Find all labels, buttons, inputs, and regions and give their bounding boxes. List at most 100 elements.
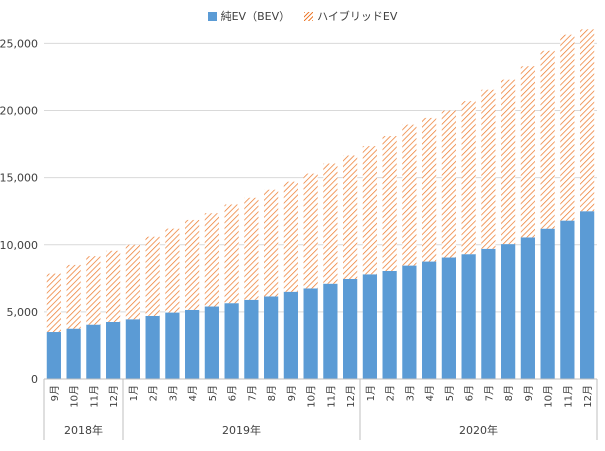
x-tick-label: 1月 — [128, 385, 140, 401]
x-tick-label: 6月 — [227, 385, 239, 401]
bar-hybrid — [540, 50, 555, 229]
bar-bev — [185, 309, 200, 379]
bar-hybrid — [46, 273, 61, 333]
x-tick-label: 10月 — [543, 385, 555, 408]
x-tick-label: 9月 — [49, 385, 61, 401]
bar-bev — [402, 265, 417, 379]
legend-swatch-bev — [207, 11, 217, 21]
bar-hybrid — [106, 250, 121, 322]
bar-hybrid — [560, 34, 575, 221]
y-tick-label: 20,000 — [0, 105, 38, 118]
bar-bev — [283, 291, 298, 379]
bar-bev — [145, 315, 160, 379]
bar-bev — [125, 319, 140, 379]
bar-hybrid — [204, 213, 219, 307]
bar-hybrid — [165, 228, 180, 313]
bar-bev — [106, 321, 121, 379]
x-tick-label: 5月 — [207, 385, 219, 401]
y-tick-label: 25,000 — [0, 37, 38, 50]
bar-hybrid — [441, 110, 456, 258]
legend-item-bev: 純EV（BEV） — [207, 8, 291, 24]
bar-hybrid — [580, 29, 595, 212]
bar-bev — [422, 261, 437, 379]
x-tick-label: 3月 — [404, 385, 416, 401]
bar-bev — [244, 299, 259, 379]
bar-bev — [224, 303, 239, 379]
bar-hybrid — [244, 197, 259, 300]
y-axis-ticks: 0 5,000 10,000 15,000 20,000 25,000 — [0, 37, 38, 386]
bar-bev — [520, 237, 535, 379]
bar-bev — [382, 270, 397, 379]
x-tick-label: 11月 — [325, 385, 337, 408]
y-tick-label: 10,000 — [0, 239, 38, 252]
bar-hybrid — [125, 244, 140, 320]
bar-hybrid — [283, 181, 298, 292]
bar-bev — [441, 257, 456, 379]
legend-label-bev: 純EV（BEV） — [220, 10, 291, 23]
x-tick-label: 9月 — [286, 385, 298, 401]
bar-hybrid — [461, 101, 476, 255]
bar-hybrid — [66, 264, 81, 329]
bar-hybrid — [343, 155, 358, 279]
x-tick-label: 12月 — [345, 385, 357, 408]
year-group-label: 2018年 — [64, 423, 103, 437]
bar-hybrid — [520, 66, 535, 238]
bar-bev — [66, 328, 81, 379]
bar-bev — [264, 296, 279, 379]
bar-hybrid — [422, 117, 437, 262]
bar-bev — [46, 332, 61, 379]
bar-hybrid — [481, 89, 496, 249]
x-tick-label: 1月 — [365, 385, 377, 401]
bar-bev — [204, 306, 219, 379]
x-tick-label: 12月 — [108, 385, 120, 408]
bar-hybrid — [264, 189, 279, 297]
bar-hybrid — [185, 219, 200, 310]
bar-hybrid — [362, 146, 377, 275]
x-tick-label: 2月 — [385, 385, 397, 401]
y-tick-label: 0 — [31, 373, 38, 386]
bar-hybrid — [145, 236, 160, 316]
legend: 純EV（BEV） ハイブリッドEV — [0, 8, 605, 24]
bar-hybrid — [86, 256, 101, 325]
x-tick-label: 8月 — [266, 385, 278, 401]
y-tick-label: 5,000 — [7, 306, 39, 319]
bar-hybrid — [303, 173, 318, 289]
bar-hybrid — [323, 163, 338, 284]
x-tick-label: 6月 — [464, 385, 476, 401]
bar-hybrid — [402, 124, 417, 266]
bar-bev — [501, 244, 516, 379]
x-tick-label: 4月 — [424, 385, 436, 401]
x-tick-label: 7月 — [246, 385, 258, 401]
x-tick-label: 2月 — [148, 385, 160, 401]
legend-label-hybrid: ハイブリッドEV — [317, 10, 398, 23]
year-group-label: 2020年 — [459, 423, 498, 437]
bar-bev — [303, 288, 318, 379]
bar-bev — [343, 278, 358, 379]
bar-bev — [540, 228, 555, 379]
bar-hybrid — [224, 204, 239, 304]
x-tick-label: 4月 — [187, 385, 199, 401]
x-tick-label: 7月 — [483, 385, 495, 401]
bar-bev — [560, 220, 575, 379]
bar-bev — [86, 324, 101, 379]
x-tick-label: 10月 — [306, 385, 318, 408]
x-tick-label: 10月 — [69, 385, 81, 408]
x-tick-label: 11月 — [562, 385, 574, 408]
x-tick-label: 8月 — [503, 385, 515, 401]
bars — [46, 29, 595, 379]
x-tick-label: 11月 — [88, 385, 100, 408]
year-group-label: 2019年 — [222, 423, 261, 437]
bar-bev — [362, 274, 377, 379]
bar-bev — [580, 211, 595, 379]
x-axis: 9月 10月 11月 12月 1月 2月 3月 4月 5月 6月 7月 8月 9月 10月 11月 12月 1月… — [43, 378, 598, 440]
x-tick-label: 3月 — [167, 385, 179, 401]
y-tick-label: 15,000 — [0, 172, 38, 185]
x-tick-label: 9月 — [523, 385, 535, 401]
x-tick-label: 5月 — [444, 385, 456, 401]
x-tick-label: 12月 — [582, 385, 594, 408]
bar-bev — [481, 248, 496, 379]
legend-swatch-hybrid — [304, 11, 314, 21]
bar-bev — [323, 283, 338, 379]
